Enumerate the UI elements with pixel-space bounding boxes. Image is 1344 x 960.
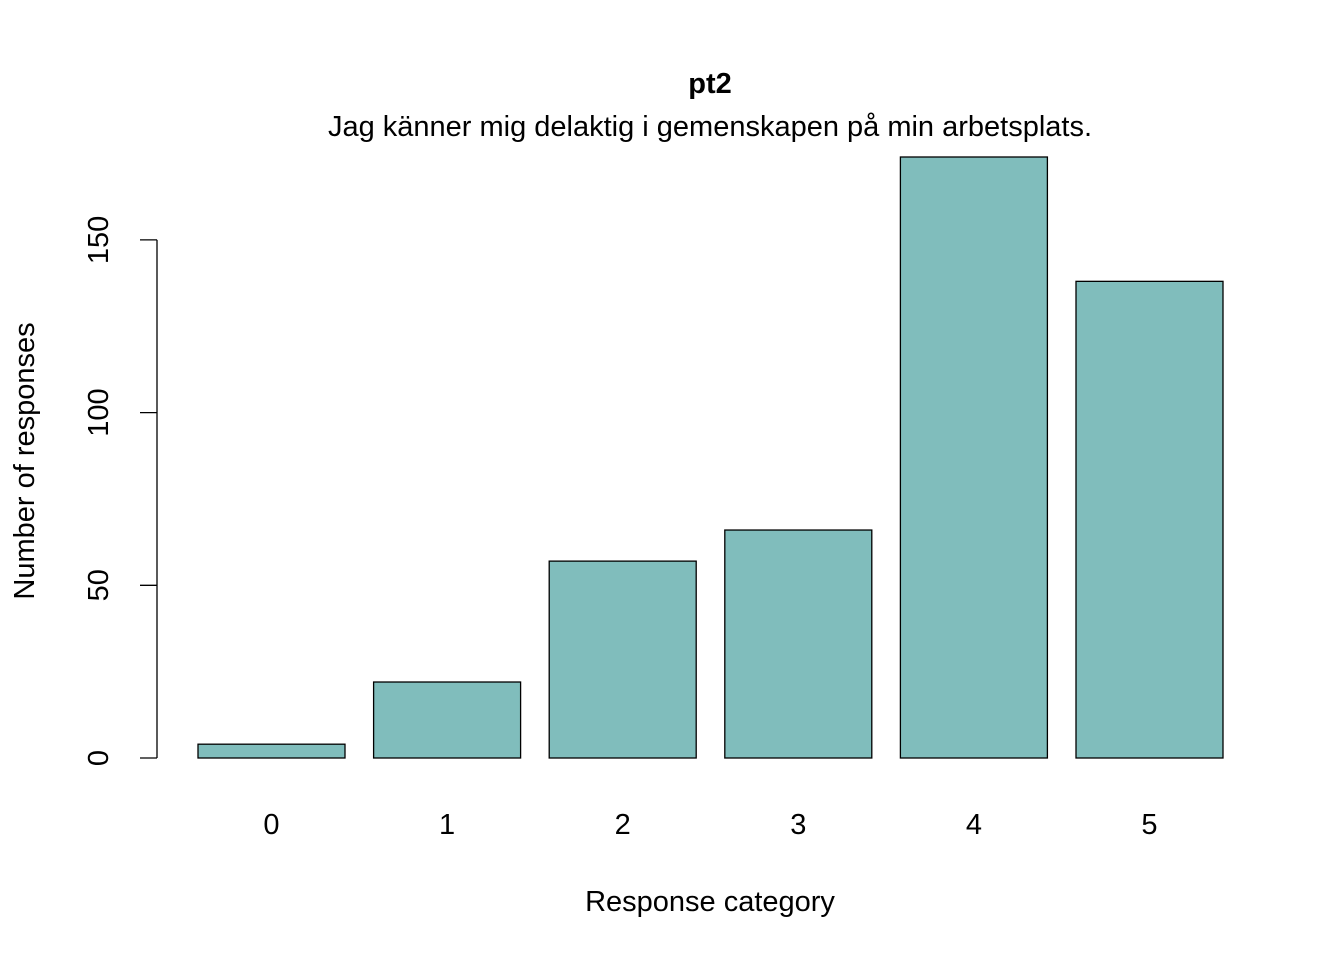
bar-0 (197, 743, 346, 759)
y-axis-label: Number of responses (9, 322, 41, 599)
x-tick-label: 0 (263, 809, 279, 841)
y-tick-label: 50 (83, 569, 115, 601)
y-axis: 0 50 100 150 (83, 216, 158, 766)
x-tick-label: 2 (615, 809, 631, 841)
bars-group (197, 156, 1224, 759)
x-tick-label: 3 (790, 809, 806, 841)
x-tick-labels: 0 1 2 3 4 5 (263, 809, 1157, 841)
y-tick-label: 150 (83, 216, 115, 264)
bar-2 (548, 560, 697, 759)
bar-1 (372, 681, 522, 759)
chart-subtitle: Jag känner mig delaktig i gemenskapen på… (328, 111, 1092, 143)
bar-5 (1075, 280, 1224, 759)
x-tick-label: 5 (1141, 809, 1157, 841)
bar-4 (899, 156, 1049, 759)
y-tick-label: 0 (83, 750, 115, 766)
x-axis-label: Response category (585, 886, 835, 918)
chart-title: pt2 (688, 68, 732, 100)
y-tick-label: 100 (83, 388, 115, 436)
x-tick-label: 4 (966, 809, 982, 841)
x-tick-label: 1 (439, 809, 455, 841)
bar-3 (724, 529, 873, 759)
